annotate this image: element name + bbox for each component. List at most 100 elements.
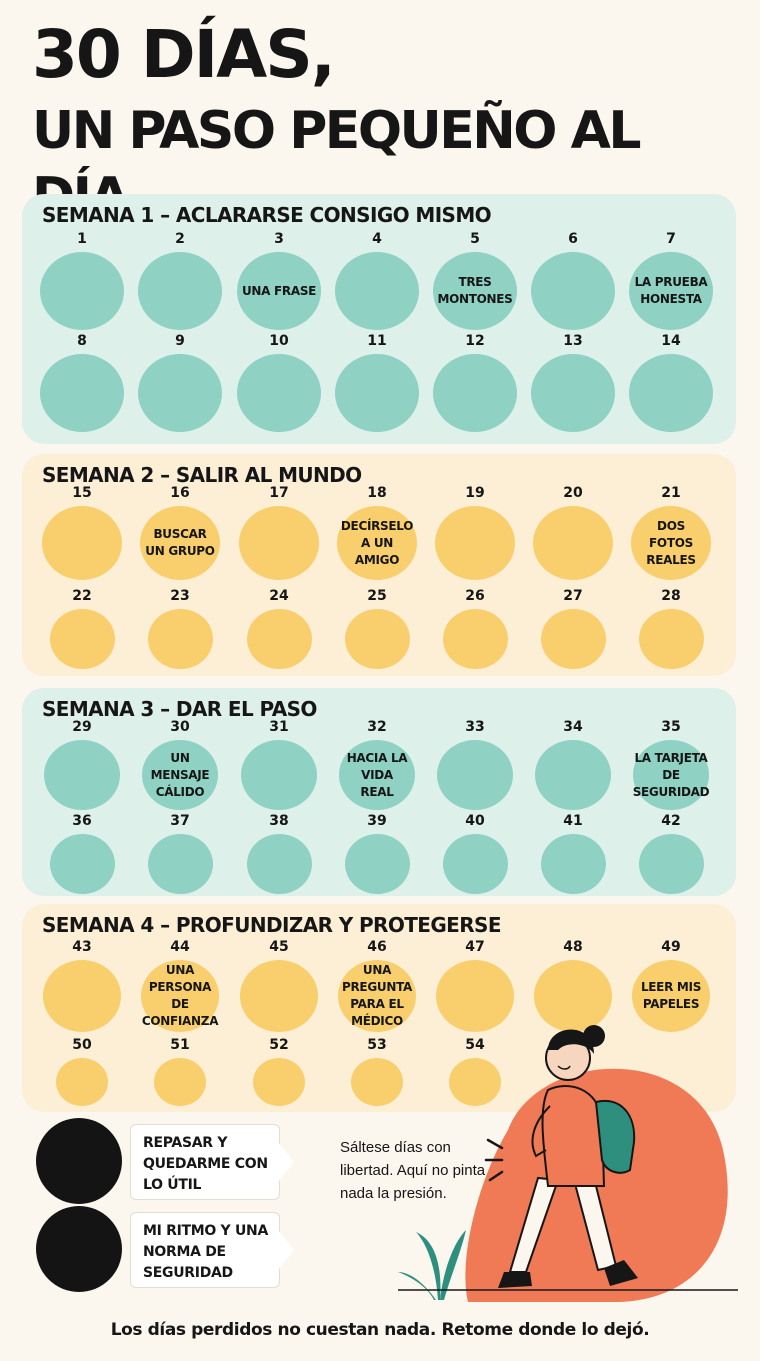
day-circle: LA TARJETA DE SEGURIDAD <box>633 740 710 810</box>
week-1-title: SEMANA 1 – ACLARARSE CONSIGO MISMO <box>42 203 492 227</box>
day-number: 38 <box>269 813 289 829</box>
day-circle <box>138 252 222 330</box>
day-number: 35 <box>661 719 681 735</box>
day-task-label: LA TARJETA DE SEGURIDAD <box>632 750 710 799</box>
day-number: 47 <box>465 939 485 955</box>
day-number: 3 <box>274 231 284 247</box>
day-task-label: BUSCAR UN GRUPO <box>145 527 215 558</box>
day-15: 15 <box>34 484 130 580</box>
day-45: 45 <box>231 938 327 1032</box>
day-circle <box>638 609 704 669</box>
day-46: 46 UNA PREGUNTA PARA EL MÉDICO <box>329 938 425 1032</box>
day-circle <box>638 834 704 894</box>
day-task-label: DOS FOTOS REALES <box>646 518 696 567</box>
day-number: 25 <box>367 588 387 604</box>
day-number: 27 <box>563 588 583 604</box>
day-task-label: TRES MONTONES <box>437 275 513 306</box>
day-36: 36 <box>34 812 130 894</box>
day-circle: UN MENSAJE CÁLIDO <box>142 740 218 810</box>
day-31: 31 <box>231 718 327 810</box>
extra-day-1-circle <box>36 1118 122 1204</box>
day-24: 24 <box>231 587 327 669</box>
day-8: 8 <box>34 332 130 432</box>
day-13: 13 <box>525 332 621 432</box>
day-circle <box>49 609 115 669</box>
day-5: 5 TRES MONTONES <box>427 230 523 330</box>
day-number: 26 <box>465 588 485 604</box>
footer-message: Los días perdidos no cuestan nada. Retom… <box>110 1320 650 1340</box>
day-number: 29 <box>72 719 92 735</box>
day-32: 32 HACIA LA VIDA REAL <box>329 718 425 810</box>
day-2: 2 <box>132 230 228 330</box>
day-circle <box>40 252 124 330</box>
day-number: 17 <box>269 485 289 501</box>
day-37: 37 <box>132 812 228 894</box>
page-title: 30 DÍAS, UN PASO PEQUEÑO AL DÍA <box>32 14 742 230</box>
day-54: 54 <box>427 1036 523 1106</box>
day-number: 8 <box>77 333 87 349</box>
day-number: 20 <box>563 485 583 501</box>
day-50: 50 <box>34 1036 130 1106</box>
day-3: 3 UNA FRASE <box>231 230 327 330</box>
day-circle <box>49 834 115 894</box>
day-circle <box>344 609 410 669</box>
day-40: 40 <box>427 812 523 894</box>
day-circle <box>351 1058 403 1106</box>
day-number: 46 <box>367 939 387 955</box>
day-circle <box>246 609 312 669</box>
day-16: 16 BUSCAR UN GRUPO <box>132 484 228 580</box>
week-2-panel: SEMANA 2 – SALIR AL MUNDO 15 16 BUSCAR UN G… <box>22 454 736 676</box>
day-circle: DOS FOTOS REALES <box>631 506 711 580</box>
day-number: 31 <box>269 719 289 735</box>
day-10: 10 <box>231 332 327 432</box>
day-number: 7 <box>666 231 676 247</box>
day-17: 17 <box>231 484 327 580</box>
day-52: 52 <box>231 1036 327 1106</box>
day-4: 4 <box>329 230 425 330</box>
day-circle: DECÍRSELO A UN AMIGO <box>337 506 417 580</box>
day-number: 5 <box>470 231 480 247</box>
day-38: 38 <box>231 812 327 894</box>
day-number: 1 <box>77 231 87 247</box>
day-53: 53 <box>329 1036 425 1106</box>
week-2-title: SEMANA 2 – SALIR AL MUNDO <box>42 463 362 487</box>
day-7: 7 LA PRUEBA HONESTA <box>623 230 719 330</box>
day-number: 15 <box>72 485 92 501</box>
day-circle <box>154 1058 206 1106</box>
day-circle: UNA PERSONA DE CONFIANZA <box>141 960 219 1032</box>
day-circle <box>335 354 419 432</box>
day-number: 11 <box>367 333 387 349</box>
title-line-1: 30 DÍAS, <box>32 16 336 93</box>
day-circle <box>449 1058 501 1106</box>
day-circle <box>241 740 317 810</box>
day-circle: LA PRUEBA HONESTA <box>629 252 713 330</box>
day-1: 1 <box>34 230 130 330</box>
day-34: 34 <box>525 718 621 810</box>
day-circle <box>442 609 508 669</box>
extra-day-2-circle <box>36 1206 122 1292</box>
day-number: 44 <box>170 939 190 955</box>
encouragement-note: Sáltese días con libertad. Aquí no pinta… <box>340 1139 486 1202</box>
day-number: 23 <box>170 588 190 604</box>
day-circle <box>40 354 124 432</box>
day-circle <box>535 740 611 810</box>
day-number: 45 <box>269 939 289 955</box>
day-number: 2 <box>175 231 185 247</box>
day-circle: HACIA LA VIDA REAL <box>339 740 415 810</box>
day-number: 48 <box>563 939 583 955</box>
day-43: 43 <box>34 938 130 1032</box>
day-circle <box>56 1058 108 1106</box>
day-12: 12 <box>427 332 523 432</box>
day-number: 24 <box>269 588 289 604</box>
day-number: 22 <box>72 588 92 604</box>
day-number: 9 <box>175 333 185 349</box>
day-circle <box>44 740 120 810</box>
day-47: 47 <box>427 938 523 1032</box>
day-44: 44 UNA PERSONA DE CONFIANZA <box>132 938 228 1032</box>
day-41: 41 <box>525 812 621 894</box>
day-number: 19 <box>465 485 485 501</box>
day-number: 18 <box>367 485 387 501</box>
day-number: 30 <box>170 719 190 735</box>
day-circle <box>437 740 513 810</box>
day-circle <box>246 834 312 894</box>
